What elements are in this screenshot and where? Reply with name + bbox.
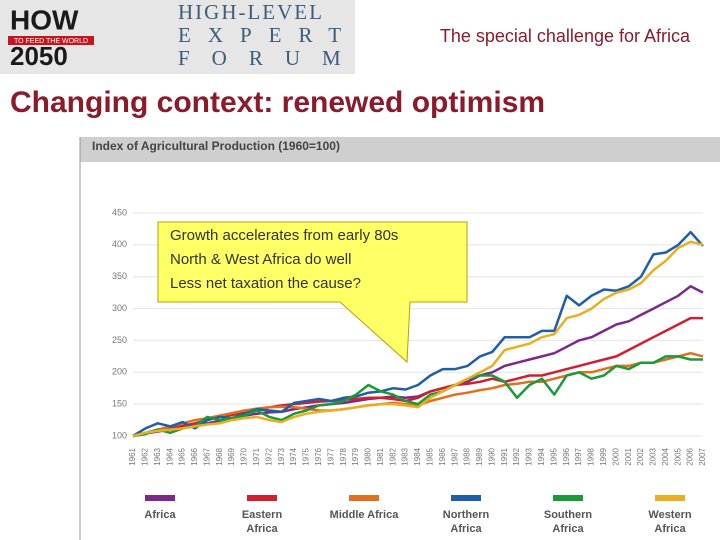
legend-swatch [553, 495, 583, 501]
legend-label: Southern Africa [543, 509, 593, 535]
x-tick-label: 1990 [487, 447, 496, 465]
x-tick-label: 1961 [128, 447, 137, 465]
x-tick-label: 1993 [525, 447, 534, 465]
x-tick-label: 1965 [178, 447, 187, 465]
legend-label: Africa [144, 509, 176, 521]
x-tick-label: 1986 [438, 447, 447, 465]
x-tick-label: 2004 [661, 447, 670, 465]
x-tick-label: 1970 [240, 447, 249, 465]
annotation: North & West Africa do well [170, 251, 351, 268]
x-tick-label: 1997 [574, 447, 583, 465]
x-tick-label: 1968 [215, 447, 224, 465]
x-tick-label: 1977 [326, 447, 335, 465]
legend-label: Northern Africa [442, 509, 490, 535]
x-tick-label: 1991 [500, 447, 509, 465]
series-line [132, 355, 703, 438]
series-line [132, 240, 704, 438]
forum-line: HIGH-LEVEL [178, 0, 324, 24]
x-tick-label: 1967 [202, 447, 211, 465]
x-tick-label: 1972 [264, 447, 273, 465]
x-tick-label: 1974 [289, 447, 298, 465]
header-right: The special challenge for Africa [440, 26, 691, 46]
x-tick-label: 1989 [475, 447, 484, 465]
x-tick-label: 1992 [512, 447, 521, 465]
series-line [132, 351, 704, 438]
x-tick-label: 1966 [190, 447, 199, 465]
x-tick-label: 1978 [339, 447, 348, 465]
logo-bar [8, 36, 94, 45]
x-tick-label: 1969 [227, 447, 236, 465]
chart-title-bar [80, 137, 720, 162]
legend-swatch [349, 495, 379, 501]
annotation: Less net taxation the cause? [170, 275, 361, 292]
logo-year: 2050 [10, 41, 68, 71]
x-tick-label: 1981 [376, 447, 385, 465]
x-tick-label: 2007 [698, 447, 707, 465]
x-tick-label: 1985 [426, 447, 435, 465]
y-tick-label: 450 [112, 207, 127, 217]
y-tick-label: 100 [112, 430, 127, 440]
y-tick-label: 150 [112, 399, 127, 409]
x-tick-label: 1988 [463, 447, 472, 465]
y-tick-label: 350 [112, 271, 127, 281]
x-tick-label: 1973 [277, 447, 286, 465]
x-tick-label: 1983 [401, 447, 410, 465]
legend-label: Eastern Africa [241, 509, 283, 535]
slide-title: Changing context: renewed optimism [10, 86, 545, 119]
x-tick-label: 1995 [549, 447, 558, 465]
chart-title: Index of Agricultural Production (1960=1… [92, 139, 340, 153]
logo-sub: TO FEED THE WORLD [14, 38, 88, 45]
x-tick-label: 2000 [611, 447, 620, 465]
x-tick-label: 1962 [141, 447, 150, 465]
series-line [132, 316, 703, 438]
logo-main: HOW [10, 4, 79, 35]
legend-swatch [655, 495, 685, 501]
x-tick-label: 2005 [673, 447, 682, 465]
x-tick-label: 1975 [302, 447, 311, 465]
legend-swatch [145, 495, 175, 501]
x-tick-label: 2006 [686, 447, 695, 465]
legend-swatch [451, 495, 481, 501]
x-tick-label: 2001 [624, 447, 633, 465]
x-tick-label: 1979 [351, 447, 360, 465]
x-tick-label: 1999 [599, 447, 608, 465]
forum-line: EXPERT [178, 23, 358, 47]
annotation: Growth accelerates from early 80s [170, 227, 398, 244]
x-tick-label: 1987 [450, 447, 459, 465]
y-tick-label: 400 [112, 239, 127, 249]
x-tick-label: 1980 [364, 447, 373, 465]
legend-label: Western Africa [648, 509, 692, 535]
x-tick-label: 1996 [562, 447, 571, 465]
x-tick-label: 1971 [252, 447, 261, 465]
y-tick-label: 200 [112, 367, 127, 377]
x-tick-label: 1964 [165, 447, 174, 465]
x-tick-label: 1963 [153, 447, 162, 465]
forum-line: FORUM [178, 46, 363, 70]
x-tick-label: 1982 [388, 447, 397, 465]
y-tick-label: 250 [112, 335, 127, 345]
callout [157, 221, 468, 364]
x-tick-label: 1984 [413, 447, 422, 465]
x-tick-label: 2002 [636, 447, 645, 465]
x-tick-label: 1994 [537, 447, 546, 465]
x-tick-label: 2003 [649, 447, 658, 465]
legend-swatch [247, 495, 277, 501]
x-tick-label: 1998 [587, 447, 596, 465]
y-tick-label: 300 [112, 303, 127, 313]
x-tick-label: 1976 [314, 447, 323, 465]
legend-label: Middle Africa [329, 509, 399, 521]
